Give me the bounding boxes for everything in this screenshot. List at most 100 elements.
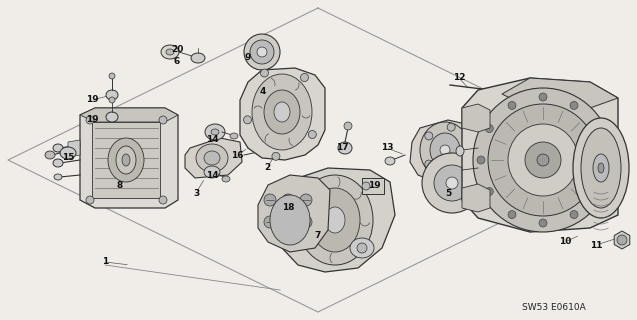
Polygon shape bbox=[462, 104, 490, 132]
Text: 19: 19 bbox=[86, 95, 98, 105]
Text: 18: 18 bbox=[282, 204, 294, 212]
Text: 15: 15 bbox=[62, 154, 75, 163]
Ellipse shape bbox=[598, 163, 604, 173]
Text: 10: 10 bbox=[559, 237, 571, 246]
Ellipse shape bbox=[447, 169, 455, 177]
Ellipse shape bbox=[272, 152, 280, 160]
Ellipse shape bbox=[222, 176, 230, 182]
Text: 19: 19 bbox=[368, 180, 380, 189]
Ellipse shape bbox=[53, 159, 63, 167]
Polygon shape bbox=[462, 184, 490, 212]
Text: 6: 6 bbox=[174, 58, 180, 67]
Ellipse shape bbox=[255, 147, 265, 155]
Text: 17: 17 bbox=[336, 143, 348, 153]
Polygon shape bbox=[410, 120, 478, 182]
Ellipse shape bbox=[300, 194, 312, 206]
Text: 11: 11 bbox=[590, 241, 602, 250]
Ellipse shape bbox=[257, 47, 267, 57]
Text: 5: 5 bbox=[445, 188, 451, 197]
Ellipse shape bbox=[211, 129, 219, 135]
Ellipse shape bbox=[570, 101, 578, 109]
Ellipse shape bbox=[488, 104, 598, 216]
Text: 20: 20 bbox=[171, 45, 183, 54]
Ellipse shape bbox=[425, 132, 433, 140]
Ellipse shape bbox=[477, 156, 485, 164]
Ellipse shape bbox=[243, 116, 252, 124]
Text: 4: 4 bbox=[260, 87, 266, 97]
Ellipse shape bbox=[106, 112, 118, 122]
Ellipse shape bbox=[539, 93, 547, 101]
Ellipse shape bbox=[54, 174, 62, 180]
Ellipse shape bbox=[425, 160, 433, 168]
Ellipse shape bbox=[264, 216, 276, 228]
Ellipse shape bbox=[350, 238, 374, 258]
Ellipse shape bbox=[53, 144, 63, 152]
Ellipse shape bbox=[282, 216, 294, 228]
Ellipse shape bbox=[297, 175, 373, 265]
Ellipse shape bbox=[301, 74, 308, 82]
Text: 19: 19 bbox=[86, 116, 98, 124]
Ellipse shape bbox=[420, 122, 470, 178]
Polygon shape bbox=[462, 78, 618, 232]
Ellipse shape bbox=[310, 188, 360, 252]
Text: 1: 1 bbox=[102, 258, 108, 267]
Ellipse shape bbox=[504, 92, 516, 100]
Text: 16: 16 bbox=[231, 150, 243, 159]
Ellipse shape bbox=[191, 53, 205, 63]
Text: 13: 13 bbox=[381, 143, 393, 153]
Polygon shape bbox=[240, 68, 325, 160]
Ellipse shape bbox=[592, 188, 601, 196]
Ellipse shape bbox=[446, 177, 458, 189]
Ellipse shape bbox=[196, 144, 228, 172]
Ellipse shape bbox=[250, 40, 274, 64]
Ellipse shape bbox=[86, 196, 94, 204]
Ellipse shape bbox=[262, 140, 272, 148]
Ellipse shape bbox=[508, 124, 578, 196]
Ellipse shape bbox=[456, 146, 464, 156]
Text: 12: 12 bbox=[453, 74, 465, 83]
Ellipse shape bbox=[344, 122, 352, 130]
Polygon shape bbox=[185, 138, 242, 178]
Ellipse shape bbox=[159, 196, 167, 204]
Ellipse shape bbox=[45, 151, 55, 159]
Text: 7: 7 bbox=[315, 230, 321, 239]
Polygon shape bbox=[258, 175, 330, 252]
Ellipse shape bbox=[109, 97, 115, 103]
Ellipse shape bbox=[539, 219, 547, 227]
Polygon shape bbox=[92, 122, 160, 198]
Ellipse shape bbox=[86, 116, 94, 124]
Ellipse shape bbox=[166, 49, 174, 55]
Ellipse shape bbox=[485, 188, 493, 196]
Ellipse shape bbox=[362, 182, 370, 190]
Ellipse shape bbox=[440, 145, 450, 155]
Ellipse shape bbox=[430, 133, 460, 167]
Ellipse shape bbox=[601, 156, 609, 164]
Ellipse shape bbox=[274, 102, 290, 122]
Text: SW53 E0610A: SW53 E0610A bbox=[522, 303, 586, 313]
Ellipse shape bbox=[161, 45, 179, 59]
Ellipse shape bbox=[461, 146, 469, 154]
Polygon shape bbox=[80, 108, 178, 122]
Ellipse shape bbox=[282, 194, 294, 206]
Ellipse shape bbox=[264, 90, 300, 134]
Ellipse shape bbox=[109, 73, 115, 79]
Ellipse shape bbox=[204, 151, 220, 165]
Ellipse shape bbox=[447, 123, 455, 131]
Ellipse shape bbox=[325, 207, 345, 233]
Ellipse shape bbox=[116, 146, 136, 174]
Ellipse shape bbox=[60, 147, 76, 159]
Ellipse shape bbox=[525, 142, 561, 178]
Ellipse shape bbox=[308, 131, 317, 139]
Ellipse shape bbox=[508, 211, 516, 219]
Ellipse shape bbox=[261, 69, 269, 77]
Ellipse shape bbox=[264, 194, 276, 206]
Ellipse shape bbox=[537, 154, 549, 166]
Ellipse shape bbox=[593, 154, 609, 182]
Polygon shape bbox=[68, 140, 80, 157]
Ellipse shape bbox=[434, 165, 470, 201]
Ellipse shape bbox=[122, 154, 130, 166]
Text: 9: 9 bbox=[245, 53, 251, 62]
Ellipse shape bbox=[230, 133, 238, 139]
Ellipse shape bbox=[617, 235, 627, 245]
Ellipse shape bbox=[422, 153, 482, 213]
